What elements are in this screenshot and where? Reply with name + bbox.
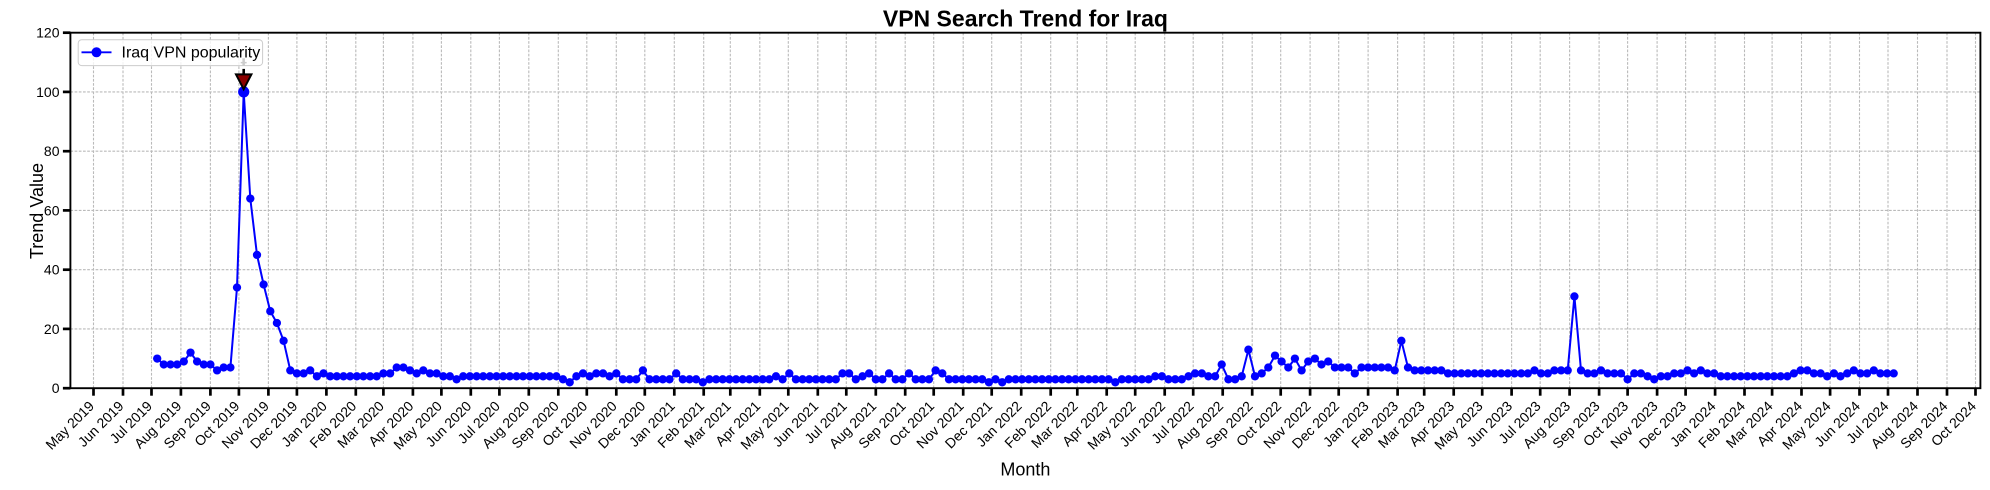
svg-text:40: 40 — [44, 262, 60, 278]
svg-text:60: 60 — [44, 202, 60, 218]
svg-text:20: 20 — [44, 321, 60, 337]
svg-text:100: 100 — [36, 84, 60, 100]
svg-text:0: 0 — [52, 380, 60, 396]
svg-text:80: 80 — [44, 143, 60, 159]
svg-text:Trend Value: Trend Value — [27, 163, 47, 259]
svg-text:120: 120 — [36, 25, 60, 41]
svg-text:VPN Search Trend for Iraq: VPN Search Trend for Iraq — [883, 5, 1168, 31]
svg-text:Month: Month — [1000, 459, 1050, 479]
svg-text:Iraq VPN popularity: Iraq VPN popularity — [122, 44, 261, 61]
